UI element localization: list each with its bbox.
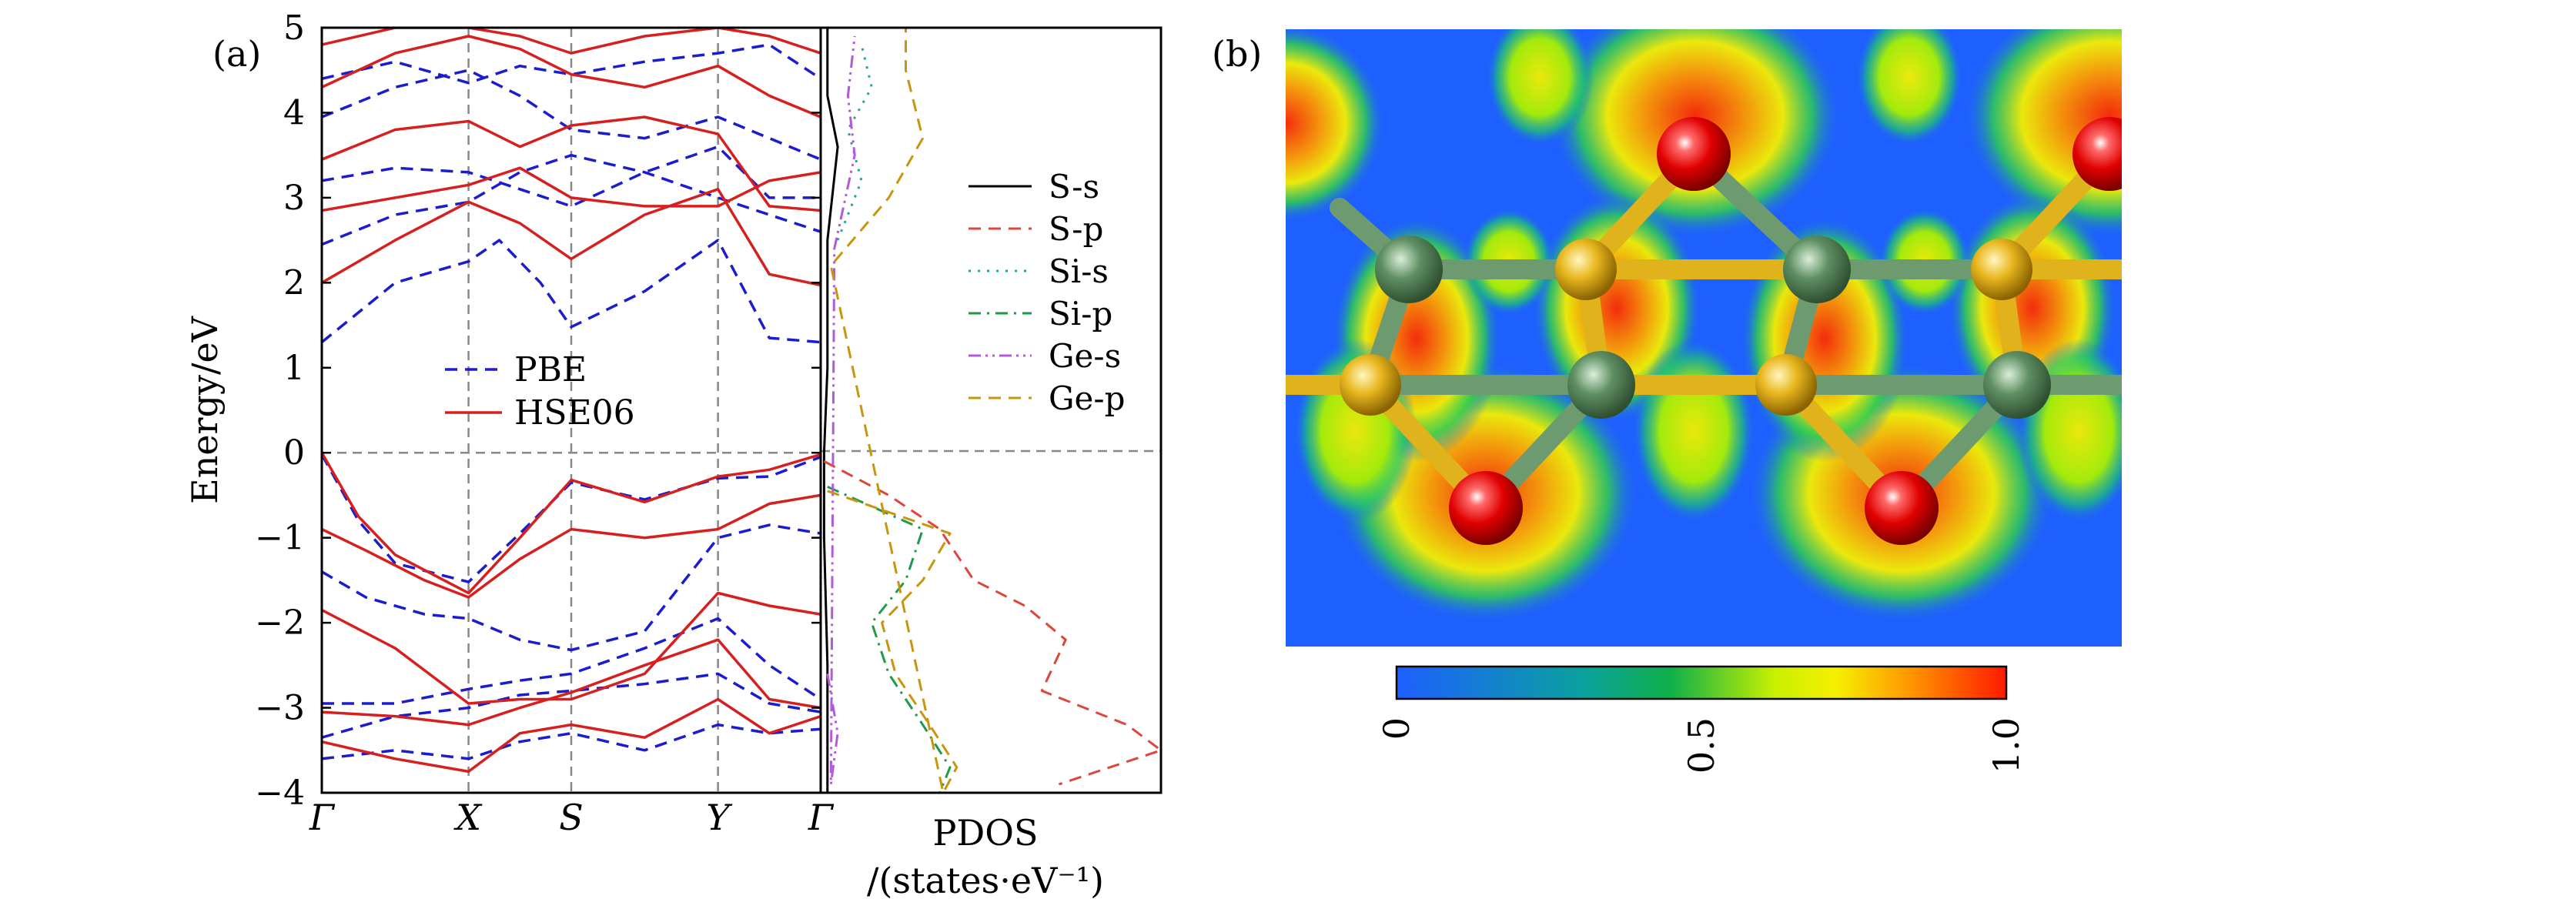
band-line-pbe — [322, 43, 821, 85]
k-point-label: Γ — [808, 797, 835, 838]
k-point-label: Γ — [309, 797, 336, 838]
band-line-pbe — [322, 153, 821, 246]
atom-si — [1375, 236, 1443, 303]
pdos-line-si-p — [827, 486, 952, 793]
atom-si — [1783, 236, 1851, 303]
band-legend: PBE HSE06 — [445, 350, 635, 433]
band-lines — [322, 28, 821, 774]
pdos-legend-entry: S-s — [1049, 168, 1099, 206]
y-tick-label: −1 — [255, 519, 305, 558]
pdos-legend: S-s S-p Si-s Si-p Ge-s Ge-p — [969, 168, 1125, 417]
band-line-pbe — [322, 672, 821, 739]
band-line-hse06 — [322, 28, 821, 55]
pdos-line-s-s — [822, 28, 839, 793]
panel-label-a: (a) — [212, 33, 261, 75]
pdos-line-s-p — [823, 460, 1161, 786]
band-structure-chart: −4 −3 −2 −1 0 1 2 3 4 5 Γ X S Y Γ Energy/eV PBE HSE06 — [184, 8, 835, 838]
y-axis-label: Energy/eV — [184, 316, 226, 504]
atom-s — [1340, 354, 1401, 416]
y-tick-label: 4 — [283, 93, 305, 132]
pdos-legend-entry: Si-p — [1049, 295, 1112, 333]
band-line-hse06 — [322, 188, 821, 287]
legend-entry: PBE — [514, 350, 587, 389]
pdos-legend-entry: S-p — [1049, 210, 1103, 248]
pdos-legend-entry: Ge-p — [1049, 379, 1125, 417]
colorbar-gradient — [1395, 665, 2008, 700]
atom-ge — [1567, 351, 1635, 419]
band-line-pbe — [322, 523, 821, 652]
pdos-lines — [822, 28, 1161, 793]
atom-o — [1449, 471, 1523, 545]
y-tick-label: 1 — [283, 349, 305, 388]
band-line-hse06 — [322, 166, 821, 212]
atom-s — [1555, 239, 1617, 300]
pdos-line-ge-p — [827, 28, 958, 793]
pdos-chart: PDOS /(states·eV⁻¹) S-s S-p Si-s Si-p Ge-s Ge… — [819, 26, 1163, 901]
pdos-plot-frame — [819, 26, 1163, 794]
band-line-hse06 — [322, 452, 821, 595]
atom-o — [2073, 117, 2122, 191]
pdos-legend-entry: Ge-s — [1049, 337, 1121, 375]
colorbar-tick-mid: 0.5 — [1681, 717, 1722, 774]
band-line-pbe — [322, 453, 821, 583]
colorbar-tick-0: 0 — [1376, 717, 1417, 740]
colorbar: 0 0.5 1.0 — [1376, 665, 2027, 774]
pdos-xlabel-line1: PDOS — [932, 812, 1038, 854]
charge-density-map — [1286, 29, 2122, 647]
band-line-pbe — [322, 69, 821, 161]
y-axis-ticks: −4 −3 −2 −1 0 1 2 3 4 5 — [255, 8, 821, 813]
y-tick-label: 5 — [283, 8, 305, 48]
band-line-pbe — [322, 723, 821, 760]
k-point-label: X — [453, 797, 483, 838]
legend-entry: HSE06 — [514, 393, 635, 433]
band-line-pbe — [322, 239, 821, 344]
atom-ge — [1983, 351, 2051, 419]
y-tick-label: 2 — [283, 263, 305, 302]
y-tick-label: 3 — [283, 179, 305, 218]
band-line-hse06 — [322, 493, 821, 599]
y-tick-label: −2 — [255, 603, 305, 643]
atom-s — [1971, 239, 2032, 300]
atom-o — [1865, 471, 1939, 545]
y-tick-label: 0 — [283, 433, 305, 473]
band-line-hse06 — [322, 35, 821, 119]
band-line-hse06 — [322, 591, 821, 705]
atom-s — [1755, 354, 1817, 416]
atom-o — [1657, 117, 1731, 191]
k-point-label: S — [559, 797, 584, 838]
band-line-hse06 — [322, 697, 821, 774]
band-line-hse06 — [322, 638, 821, 727]
pdos-xlabel-line2: /(states·eV⁻¹) — [867, 860, 1104, 901]
band-line-pbe — [322, 617, 821, 705]
pdos-legend-entry: Si-s — [1049, 252, 1109, 290]
y-tick-label: −3 — [255, 689, 305, 728]
panel-label-b: (b) — [1212, 33, 1262, 75]
colorbar-tick-max: 1.0 — [1986, 717, 2027, 774]
atoms — [1340, 117, 2122, 545]
pdos-line-ge-s — [826, 35, 856, 786]
y-tick-label: −4 — [255, 774, 305, 813]
k-point-label: Y — [706, 797, 733, 838]
band-line-hse06 — [322, 115, 821, 212]
